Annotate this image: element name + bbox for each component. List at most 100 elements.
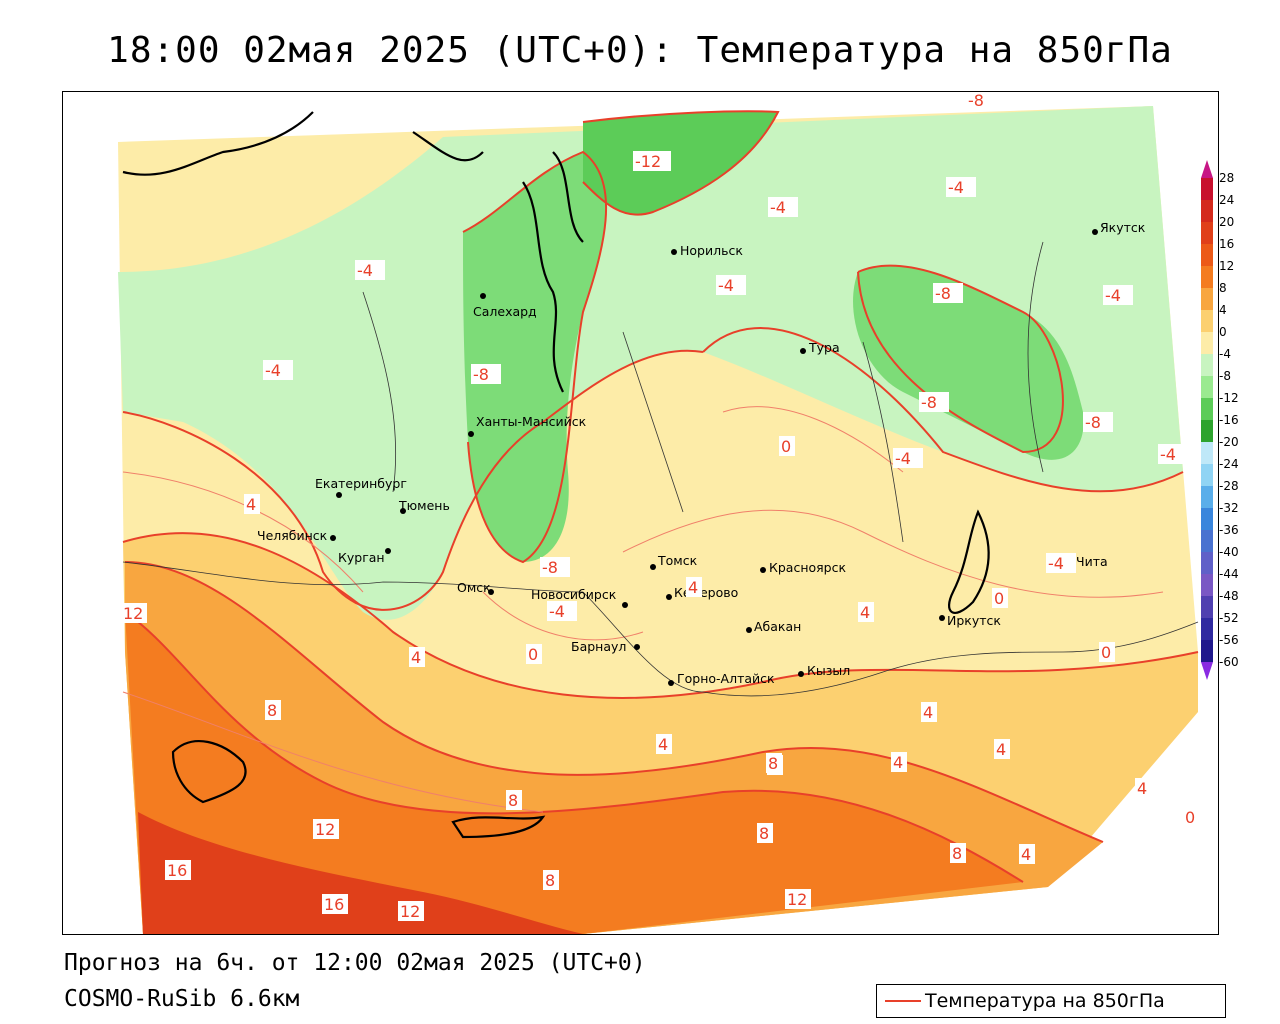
- city-barnaul: Барнаул: [571, 639, 640, 654]
- svg-text:Тура: Тура: [808, 340, 840, 355]
- colorbar-swatch: [1201, 266, 1213, 288]
- colorbar-tick-label: -16: [1219, 413, 1239, 427]
- isotherm-label: 8: [950, 843, 966, 863]
- svg-text:-12: -12: [635, 152, 661, 171]
- colorbar-swatch: [1201, 618, 1213, 640]
- svg-text:12: 12: [123, 604, 143, 623]
- baikal-lake: [948, 509, 990, 614]
- isotherm-label: 12: [398, 901, 424, 921]
- city-chelyabinsk: Челябинск: [257, 528, 336, 543]
- colorbar-swatch: [1201, 332, 1213, 354]
- svg-text:-4: -4: [1160, 445, 1176, 464]
- colorbar-tick-label: -36: [1219, 523, 1239, 537]
- svg-text:-4: -4: [549, 602, 565, 621]
- svg-text:-4: -4: [895, 449, 911, 468]
- svg-text:0: 0: [781, 437, 791, 456]
- isotherm-label: -8: [933, 283, 963, 303]
- svg-text:12: 12: [315, 820, 335, 839]
- isotherm-lines: [122, 110, 1199, 883]
- svg-text:-8: -8: [1085, 413, 1101, 432]
- colorbar-tick-label: 12: [1219, 259, 1234, 273]
- legend-label: Температура на 850гПа: [925, 990, 1165, 1012]
- svg-text:16: 16: [324, 895, 344, 914]
- city-kyzyl: Кызыл: [798, 663, 850, 678]
- colorbar-swatch: [1201, 596, 1213, 618]
- svg-text:4: 4: [1137, 779, 1147, 798]
- svg-text:Чита: Чита: [1076, 554, 1108, 569]
- isotherm-line: [122, 532, 1199, 699]
- svg-text:-8: -8: [473, 365, 489, 384]
- svg-text:Тюмень: Тюмень: [398, 498, 450, 513]
- cold-zone-minus8-ob: [463, 152, 607, 562]
- svg-text:4: 4: [923, 703, 933, 722]
- map-title: 18:00 02мая 2025 (UTC+0): Температура на…: [107, 30, 1173, 71]
- warm-zone-20: [138, 812, 583, 934]
- colorbar-swatch: [1201, 398, 1213, 420]
- isotherm-label: 0: [1099, 642, 1115, 662]
- legend-box: Температура на 850гПа: [876, 984, 1226, 1018]
- colorbar-tick-label: -48: [1219, 589, 1239, 603]
- temperature-map[interactable]: Салехард Норильск Якутск Тура Ханты-Манс…: [62, 91, 1219, 935]
- isotherm-label: 4: [244, 494, 260, 514]
- isotherm-label: 0: [779, 436, 795, 456]
- colorbar-tick-label: -4: [1219, 347, 1231, 361]
- isotherm-label: -8: [919, 392, 949, 412]
- svg-text:12: 12: [400, 902, 420, 921]
- svg-text:Ханты-Мансийск: Ханты-Мансийск: [476, 414, 587, 429]
- colorbar-tick-label: 16: [1219, 237, 1234, 251]
- isotherm-label: -4: [893, 448, 923, 468]
- isotherm-label: -4: [547, 601, 577, 621]
- colorbar-swatch: [1201, 640, 1213, 662]
- svg-text:Красноярск: Красноярск: [769, 560, 846, 575]
- colorbar-tick-label: -8: [1219, 369, 1231, 383]
- colorbar-tick-label: 4: [1219, 303, 1227, 317]
- isotherm-label: -8: [966, 92, 996, 110]
- isotherm-label: 0: [1183, 807, 1199, 827]
- colorbar-swatch: [1201, 508, 1213, 530]
- colorbar-tick-label: 28: [1219, 171, 1234, 185]
- isotherm-line: [122, 349, 704, 611]
- isotherm-label: 4: [994, 739, 1010, 759]
- colorbar-swatch: [1201, 310, 1213, 332]
- colorbar: 28 24 20 16 12 8 4 0 -4 -8 -12 -16 -20 -24 -28 -32 -36 -4…: [1199, 160, 1279, 690]
- isotherm-label: -4: [1103, 285, 1133, 305]
- isotherm-line: [702, 327, 1184, 493]
- svg-text:-8: -8: [968, 92, 984, 110]
- colorbar-swatch: [1201, 420, 1213, 442]
- isotherm-label: -8: [540, 557, 570, 577]
- city-krasnoyarsk: Красноярск: [760, 560, 846, 575]
- colorbar-bottom-arrow: [1201, 662, 1213, 680]
- svg-text:8: 8: [952, 844, 962, 863]
- isotherm-line: [857, 264, 1064, 454]
- svg-text:4: 4: [996, 740, 1006, 759]
- coastlines: [122, 111, 990, 839]
- arctic-coastline: [122, 111, 584, 393]
- svg-text:-4: -4: [948, 178, 964, 197]
- svg-text:-8: -8: [921, 393, 937, 412]
- colorbar-swatch: [1201, 530, 1213, 552]
- svg-text:Абакан: Абакан: [754, 619, 801, 634]
- isotherm-label: -4: [1158, 444, 1188, 464]
- svg-text:Горно-Алтайск: Горно-Алтайск: [677, 671, 775, 686]
- isotherm-label: 4: [921, 702, 937, 722]
- isotherm-label: 4: [656, 734, 672, 754]
- isotherm-label: -4: [716, 275, 746, 295]
- svg-text:0: 0: [994, 589, 1004, 608]
- svg-text:-4: -4: [718, 276, 734, 295]
- city-khanty-mansiysk: Ханты-Мансийск: [468, 414, 587, 437]
- isotherm-label: -8: [1083, 412, 1113, 432]
- svg-text:8: 8: [759, 824, 769, 843]
- colorbar-swatch: [1201, 464, 1213, 486]
- model-name: COSMO-RuSib 6.6км: [64, 986, 300, 1012]
- isotherm-label: -4: [1046, 553, 1076, 573]
- city-gorno-altaysk: Горно-Алтайск: [668, 671, 775, 686]
- isotherm-label: 4: [891, 752, 907, 772]
- isotherm-label: 8: [766, 753, 782, 773]
- svg-text:-8: -8: [542, 558, 558, 577]
- isotherm-label: -4: [946, 177, 976, 197]
- city-novosibirsk: Новосибирск: [531, 587, 628, 608]
- isotherm-label: 12: [785, 889, 811, 909]
- colorbar-swatch: [1201, 376, 1213, 398]
- city-yekaterinburg: Екатеринбург: [315, 476, 407, 498]
- city-kurgan: Курган: [338, 548, 391, 565]
